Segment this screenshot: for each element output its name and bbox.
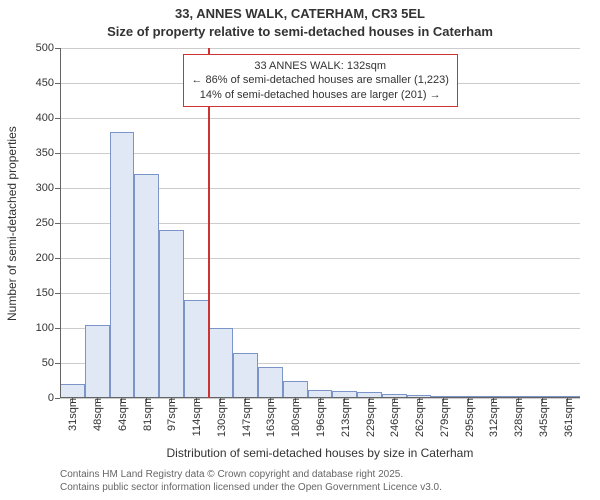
callout-box: 33 ANNES WALK: 132sqm← 86% of semi-detac… [183, 54, 458, 107]
footer-line2: Contains public sector information licen… [60, 481, 442, 494]
x-axis-label: Distribution of semi-detached houses by … [167, 446, 474, 460]
x-tick-label: 196sqm [313, 398, 327, 437]
y-axis-label: Number of semi-detached properties [5, 126, 19, 321]
histogram-bar [233, 353, 258, 399]
histogram-bar [258, 367, 283, 399]
x-tick-label: 147sqm [239, 398, 253, 437]
y-tick-label: 300 [36, 182, 60, 194]
callout-line-2: ← 86% of semi-detached houses are smalle… [192, 73, 449, 87]
histogram-bar [85, 325, 110, 399]
y-tick-label: 400 [36, 112, 60, 124]
x-tick-label: 345sqm [536, 398, 550, 437]
x-tick-label: 180sqm [288, 398, 302, 437]
x-tick-label: 130sqm [214, 398, 228, 437]
histogram-bar [60, 384, 85, 398]
x-tick-label: 229sqm [363, 398, 377, 437]
x-tick-label: 295sqm [462, 398, 476, 437]
x-tick-label: 328sqm [511, 398, 525, 437]
x-tick-label: 114sqm [189, 398, 203, 436]
y-tick-label: 500 [36, 42, 60, 54]
x-tick-label: 48sqm [90, 398, 104, 431]
histogram-bar [159, 230, 184, 398]
y-tick-label: 50 [42, 357, 60, 369]
chart-title-line2: Size of property relative to semi-detach… [0, 24, 600, 39]
callout-line-3: 14% of semi-detached houses are larger (… [192, 88, 449, 102]
y-tick-label: 450 [36, 77, 60, 89]
y-tick-label: 150 [36, 287, 60, 299]
y-tick-label: 350 [36, 147, 60, 159]
histogram-bar [134, 174, 159, 398]
y-tick-label: 100 [36, 322, 60, 334]
y-tick-label: 200 [36, 252, 60, 264]
y-tick-label: 0 [48, 392, 60, 404]
x-tick-label: 213sqm [338, 398, 352, 437]
x-tick-label: 163sqm [263, 398, 277, 437]
x-tick-label: 81sqm [140, 398, 154, 431]
histogram-chart: 33, ANNES WALK, CATERHAM, CR3 5EL Size o… [0, 0, 600, 500]
chart-footer: Contains HM Land Registry data © Crown c… [60, 468, 442, 494]
histogram-bar [209, 328, 234, 398]
plot-area: 05010015020025030035040045050031sqm48sqm… [60, 48, 580, 398]
x-axis-line [60, 397, 580, 398]
grid-line [60, 48, 580, 49]
x-tick-label: 246sqm [387, 398, 401, 437]
grid-line [60, 118, 580, 119]
histogram-bar [110, 132, 135, 398]
histogram-bar [184, 300, 209, 398]
x-tick-label: 262sqm [412, 398, 426, 437]
grid-line [60, 153, 580, 154]
x-tick-label: 279sqm [437, 398, 451, 437]
y-axis-line [60, 48, 61, 398]
chart-title-line1: 33, ANNES WALK, CATERHAM, CR3 5EL [0, 6, 600, 21]
x-tick-label: 31sqm [65, 398, 79, 431]
x-tick-label: 64sqm [115, 398, 129, 431]
histogram-bar [283, 381, 308, 399]
x-tick-label: 312sqm [486, 398, 500, 437]
y-tick-label: 250 [36, 217, 60, 229]
callout-line-1: 33 ANNES WALK: 132sqm [192, 59, 449, 73]
x-tick-label: 361sqm [561, 398, 575, 437]
footer-line1: Contains HM Land Registry data © Crown c… [60, 468, 442, 481]
x-tick-label: 97sqm [164, 398, 178, 431]
